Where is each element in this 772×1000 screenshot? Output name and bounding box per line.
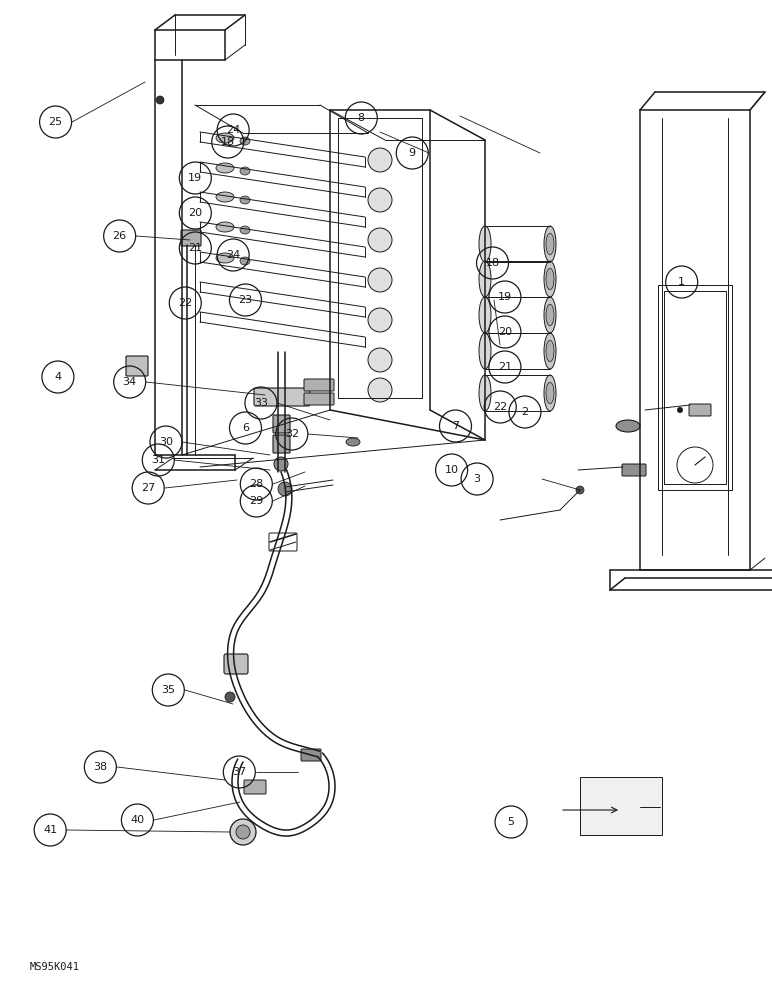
Circle shape	[225, 692, 235, 702]
Ellipse shape	[544, 226, 556, 262]
Text: 18: 18	[221, 137, 235, 147]
Ellipse shape	[546, 382, 554, 404]
Text: MS95K041: MS95K041	[30, 962, 80, 972]
Ellipse shape	[479, 375, 491, 411]
Text: 32: 32	[285, 429, 299, 439]
Text: 23: 23	[239, 295, 252, 305]
Text: 4: 4	[54, 372, 62, 382]
Text: 18: 18	[486, 258, 499, 268]
Text: 34: 34	[123, 377, 137, 387]
Text: 24: 24	[226, 250, 240, 260]
Text: 29: 29	[249, 496, 263, 506]
Ellipse shape	[240, 196, 250, 204]
Bar	[580, 777, 662, 835]
Text: 8: 8	[357, 113, 365, 123]
Text: 31: 31	[151, 455, 165, 465]
FancyBboxPatch shape	[254, 388, 310, 406]
Text: 37: 37	[232, 767, 246, 777]
Text: 22: 22	[178, 298, 192, 308]
Ellipse shape	[216, 133, 234, 143]
Ellipse shape	[616, 420, 640, 432]
Ellipse shape	[216, 192, 234, 202]
Ellipse shape	[216, 163, 234, 173]
FancyBboxPatch shape	[273, 435, 290, 453]
Ellipse shape	[216, 222, 234, 232]
FancyBboxPatch shape	[224, 654, 248, 674]
Text: 40: 40	[130, 815, 144, 825]
Ellipse shape	[544, 333, 556, 369]
Bar	[664, 291, 726, 484]
Circle shape	[236, 825, 250, 839]
Circle shape	[368, 148, 392, 172]
Ellipse shape	[479, 297, 491, 333]
Text: 10: 10	[445, 465, 459, 475]
Ellipse shape	[546, 304, 554, 326]
Ellipse shape	[479, 261, 491, 297]
Ellipse shape	[544, 375, 556, 411]
Ellipse shape	[216, 253, 234, 263]
Text: 2: 2	[521, 407, 529, 417]
Ellipse shape	[546, 268, 554, 290]
Text: 26: 26	[113, 231, 127, 241]
Text: 6: 6	[242, 423, 249, 433]
Circle shape	[368, 378, 392, 402]
Circle shape	[278, 482, 292, 496]
Text: 25: 25	[49, 117, 63, 127]
Circle shape	[368, 348, 392, 372]
FancyBboxPatch shape	[304, 393, 334, 405]
Text: 33: 33	[254, 398, 268, 408]
Circle shape	[368, 228, 392, 252]
Circle shape	[230, 819, 256, 845]
Text: 21: 21	[498, 362, 512, 372]
Bar	[658, 285, 732, 490]
Text: 5: 5	[507, 817, 515, 827]
Ellipse shape	[479, 226, 491, 262]
Circle shape	[368, 268, 392, 292]
Text: 19: 19	[498, 292, 512, 302]
FancyBboxPatch shape	[301, 749, 321, 761]
Circle shape	[156, 96, 164, 104]
Circle shape	[274, 457, 288, 471]
Text: 22: 22	[493, 402, 507, 412]
FancyBboxPatch shape	[244, 780, 266, 794]
Text: 1: 1	[678, 277, 686, 287]
Text: 24: 24	[226, 125, 240, 135]
Text: 41: 41	[43, 825, 57, 835]
Text: 7: 7	[452, 421, 459, 431]
Text: 38: 38	[93, 762, 107, 772]
Ellipse shape	[546, 233, 554, 255]
FancyBboxPatch shape	[181, 230, 201, 246]
FancyBboxPatch shape	[304, 379, 334, 391]
Ellipse shape	[544, 261, 556, 297]
Ellipse shape	[240, 137, 250, 145]
FancyBboxPatch shape	[273, 415, 290, 433]
Text: 28: 28	[249, 479, 263, 489]
Text: 21: 21	[188, 243, 202, 253]
Circle shape	[677, 407, 683, 413]
Text: 27: 27	[141, 483, 155, 493]
Text: 35: 35	[161, 685, 175, 695]
Text: 20: 20	[498, 327, 512, 337]
Text: 3: 3	[473, 474, 481, 484]
Text: 19: 19	[188, 173, 202, 183]
Ellipse shape	[546, 340, 554, 362]
Ellipse shape	[240, 257, 250, 265]
FancyBboxPatch shape	[622, 464, 646, 476]
Circle shape	[368, 188, 392, 212]
Ellipse shape	[544, 297, 556, 333]
Ellipse shape	[240, 167, 250, 175]
Circle shape	[576, 486, 584, 494]
Text: 30: 30	[159, 437, 173, 447]
Ellipse shape	[346, 438, 360, 446]
FancyBboxPatch shape	[126, 356, 148, 376]
Text: 9: 9	[408, 148, 416, 158]
Text: 20: 20	[188, 208, 202, 218]
Ellipse shape	[240, 226, 250, 234]
Circle shape	[368, 308, 392, 332]
Ellipse shape	[479, 333, 491, 369]
FancyBboxPatch shape	[689, 404, 711, 416]
